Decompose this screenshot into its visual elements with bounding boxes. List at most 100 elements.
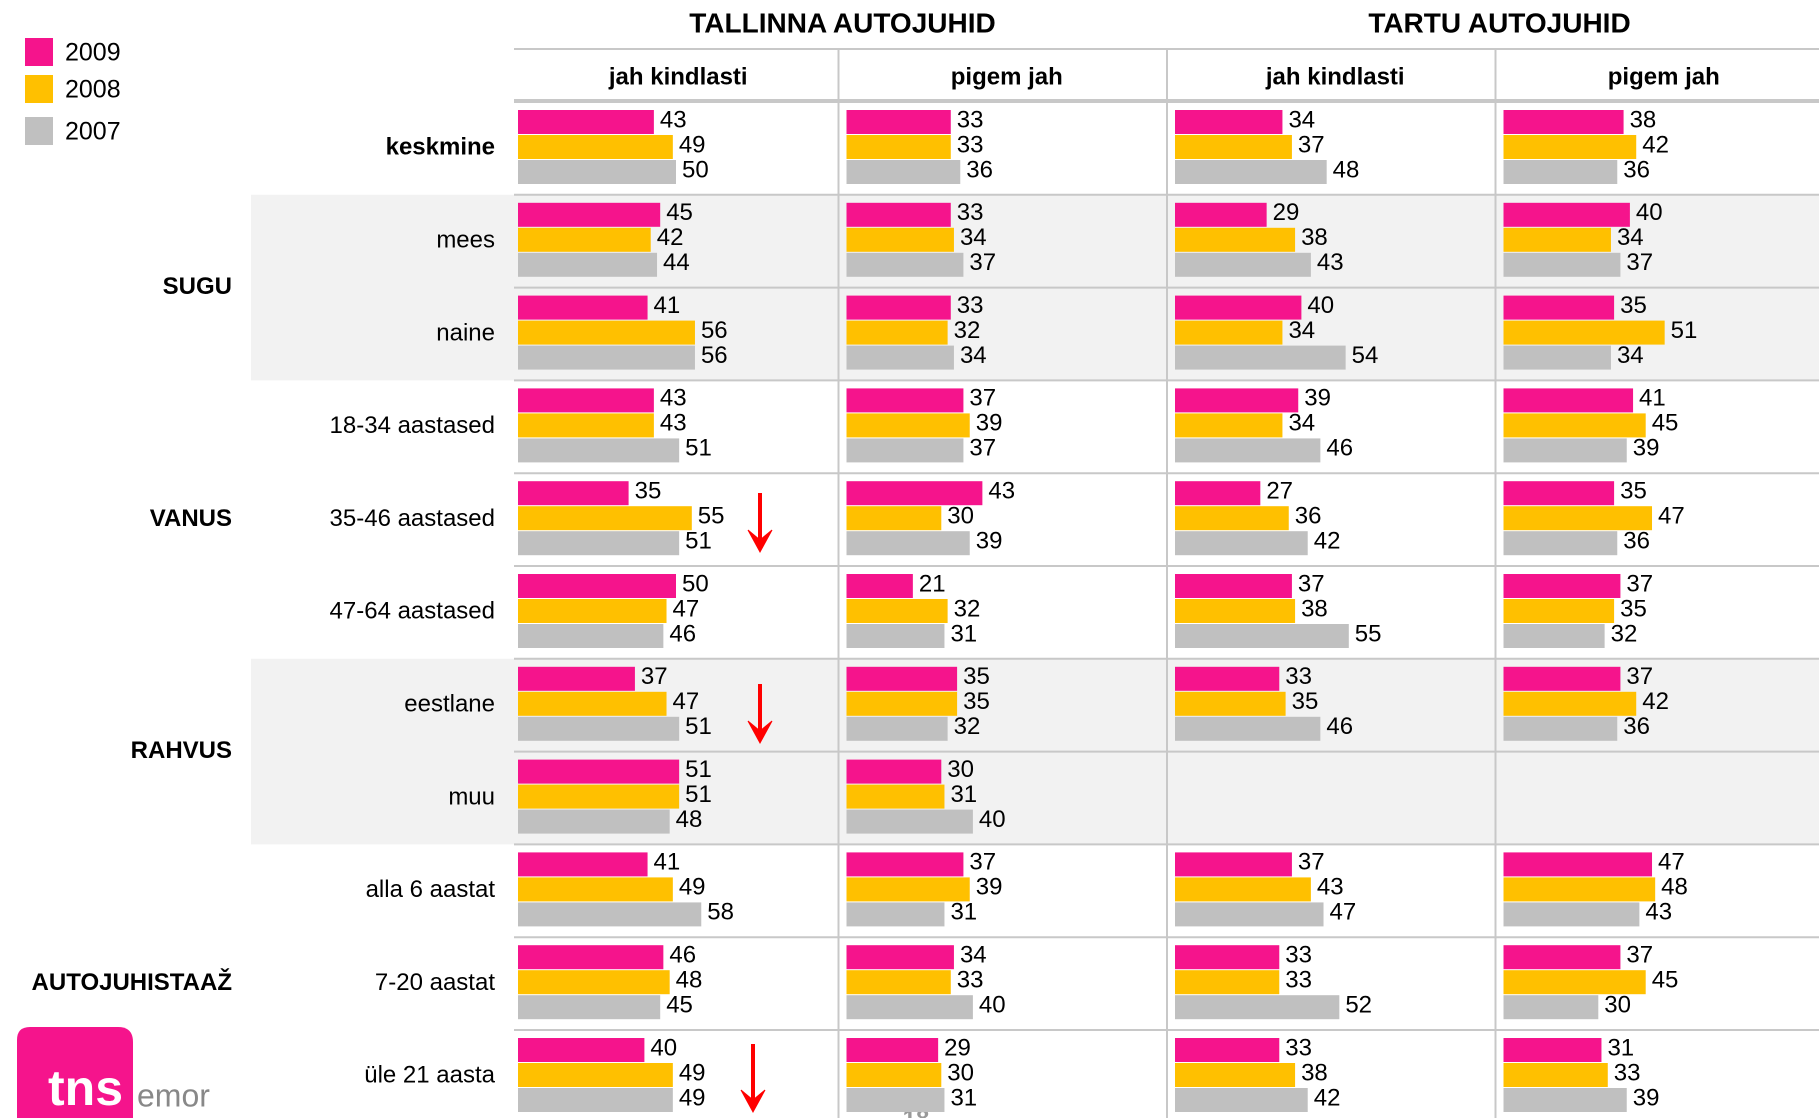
value-label: 33 — [1614, 1059, 1641, 1086]
bar — [518, 227, 651, 252]
category-label: mees — [436, 227, 495, 254]
arrows — [740, 493, 773, 1114]
bar — [1503, 506, 1653, 531]
bar — [846, 784, 945, 809]
arrow-head — [747, 720, 773, 745]
value-label: 37 — [1626, 249, 1653, 276]
bar — [1175, 995, 1340, 1020]
value-label: 41 — [1639, 385, 1666, 412]
bar — [846, 1038, 939, 1062]
bar — [846, 388, 964, 413]
value-label: 49 — [679, 1084, 706, 1111]
bar — [518, 716, 680, 741]
bar — [846, 902, 945, 927]
bar — [518, 809, 670, 834]
value-label: 34 — [1617, 342, 1644, 369]
bar — [518, 160, 676, 184]
value-label: 37 — [1626, 663, 1653, 690]
bar — [1503, 945, 1621, 970]
section-label: SUGU — [163, 273, 232, 300]
bar — [1175, 413, 1283, 438]
value-label: 46 — [1326, 713, 1353, 740]
bar — [846, 1063, 942, 1087]
bar — [518, 345, 695, 370]
bar — [518, 320, 695, 345]
bar — [1503, 295, 1615, 320]
bar — [846, 995, 973, 1020]
value-label: 39 — [976, 874, 1003, 901]
value-label: 56 — [701, 317, 728, 344]
bar — [1503, 135, 1637, 159]
category-label: 18-34 aastased — [330, 412, 495, 439]
bar — [518, 1063, 673, 1087]
value-label: 45 — [1652, 967, 1679, 994]
value-label: 35 — [635, 478, 662, 505]
value-label: 33 — [1285, 663, 1312, 690]
bar — [1503, 1063, 1608, 1087]
value-label: 30 — [947, 1059, 974, 1086]
value-label: 39 — [1633, 435, 1660, 462]
bar — [518, 388, 654, 413]
value-label: 47 — [1658, 503, 1685, 530]
bar — [846, 531, 970, 556]
value-label: 37 — [1298, 570, 1325, 597]
value-label: 51 — [685, 435, 712, 462]
legend-swatch — [25, 75, 53, 103]
value-label: 32 — [1611, 620, 1638, 647]
bar — [518, 970, 670, 995]
bar — [518, 202, 661, 227]
bar — [1503, 599, 1615, 623]
value-label: 41 — [654, 849, 681, 876]
value-label: 30 — [947, 503, 974, 530]
value-label: 43 — [1317, 249, 1344, 276]
value-label: 48 — [1333, 156, 1360, 183]
bar — [518, 877, 673, 902]
bar — [1503, 666, 1621, 691]
value-label: 33 — [957, 199, 984, 226]
category-label: keskmine — [386, 134, 495, 161]
bar — [846, 624, 945, 648]
value-label: 39 — [976, 528, 1003, 555]
bar — [1503, 852, 1653, 877]
value-label: 49 — [679, 131, 706, 158]
value-label: 37 — [1626, 942, 1653, 969]
bar — [518, 852, 648, 877]
bar — [1175, 135, 1292, 159]
bar — [1503, 1088, 1627, 1112]
value-label: 30 — [1604, 992, 1631, 1019]
bar — [1503, 227, 1611, 252]
bar — [846, 877, 970, 902]
value-label: 33 — [1285, 967, 1312, 994]
value-label: 55 — [698, 503, 725, 530]
bar — [1175, 902, 1324, 927]
value-label: 48 — [676, 806, 703, 833]
value-label: 37 — [969, 849, 996, 876]
bar — [518, 1088, 673, 1112]
bar — [846, 666, 958, 691]
bar — [1175, 227, 1296, 252]
bar — [1175, 202, 1267, 227]
bar — [1175, 852, 1292, 877]
bar — [846, 160, 961, 184]
value-label: 44 — [663, 249, 690, 276]
value-label: 43 — [988, 478, 1015, 505]
group-title: TALLINNA AUTOJUHID — [689, 7, 995, 38]
value-label: 31 — [950, 620, 977, 647]
value-label: 31 — [1607, 1034, 1634, 1061]
legend-label: 2009 — [65, 39, 121, 67]
bar — [1503, 438, 1627, 463]
value-label: 36 — [1623, 528, 1650, 555]
bar — [1175, 160, 1327, 184]
bar — [518, 413, 654, 438]
category-label: eestlane — [404, 691, 495, 718]
value-label: 43 — [660, 106, 687, 133]
value-label: 39 — [976, 410, 1003, 437]
bar — [1503, 1038, 1602, 1062]
value-label: 36 — [1623, 156, 1650, 183]
bar — [1503, 202, 1630, 227]
bar — [846, 413, 970, 438]
value-label: 42 — [1642, 688, 1669, 715]
value-label: 51 — [685, 713, 712, 740]
bar — [1175, 481, 1261, 506]
